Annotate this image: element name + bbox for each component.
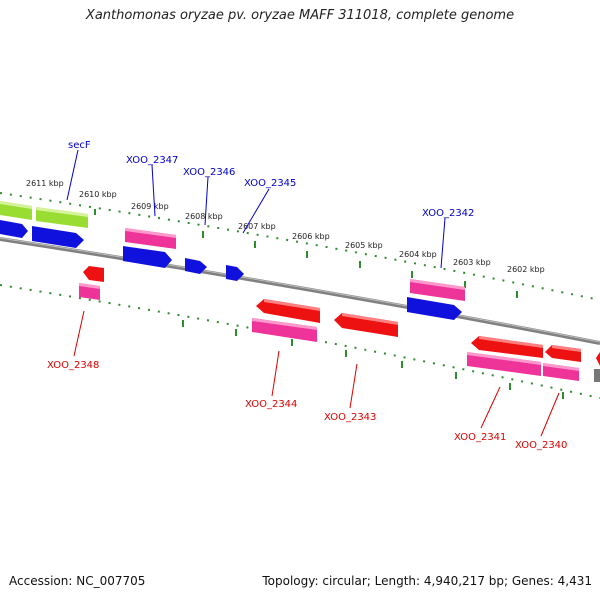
scale-label: 2606 kbp: [292, 232, 330, 241]
gene-blue-b: [32, 226, 84, 248]
genome-backbone-highlight: [0, 237, 600, 343]
gene-blue-left: [0, 220, 28, 238]
lower-major-ticks: [182, 320, 564, 399]
gene-xoo-2344-red: [256, 299, 320, 323]
gene-label-xoo-2343: XOO_2343: [324, 412, 376, 423]
upper-major-ticks: [94, 209, 518, 298]
gene-label-xoo-2342: XOO_2342: [422, 208, 474, 219]
scale-label: 2602 kbp: [507, 265, 545, 274]
forward-leaders: [66, 149, 446, 269]
forward-genes: [0, 201, 465, 320]
upper-tick-track: [0, 192, 600, 301]
gene-label-xoo-2348: XOO_2348: [47, 360, 99, 371]
gene-label-xoo-2346: XOO_2346: [183, 167, 235, 178]
gene-xoo-2346: [185, 258, 207, 274]
gene-xoo-2341-red: [471, 336, 543, 358]
reverse-leaders: [73, 310, 560, 437]
accession-label: Accession: NC_007705: [9, 574, 146, 588]
genome-summary: Topology: circular; Length: 4,940,217 bp…: [262, 574, 592, 588]
gene-xoo-2343: [334, 313, 398, 337]
forward-gene-labels: secF XOO_2347 XOO_2346 XOO_2345 XOO_2342: [68, 140, 474, 219]
gene-xoo-2344-magenta: [252, 318, 317, 342]
scale-label: 2610 kbp: [79, 190, 117, 199]
gene-label-xoo-2344: XOO_2344: [245, 399, 297, 410]
scale-label: 2611 kbp: [26, 179, 64, 188]
gene-xoo-2345: [226, 265, 244, 281]
genome-backbone: [0, 237, 600, 345]
scale-labels: 2611 kbp 2610 kbp 2609 kbp 2608 kbp 2607…: [26, 179, 545, 274]
gene-xoo-2341-magenta: [467, 352, 541, 376]
gene-label-xoo-2340: XOO_2340: [515, 440, 567, 451]
scale-label: 2607 kbp: [238, 222, 276, 231]
scale-label: 2603 kbp: [453, 258, 491, 267]
reverse-gene-labels: XOO_2348 XOO_2344 XOO_2343 XOO_2341 XOO_…: [47, 360, 567, 451]
gene-xoo-2347-blue: [123, 246, 172, 268]
scale-label: 2604 kbp: [399, 250, 437, 259]
reverse-genes: [79, 266, 600, 382]
gene-xoo-2342-blue: [407, 297, 462, 320]
scale-label: 2605 kbp: [345, 241, 383, 250]
scale-label: 2608 kbp: [185, 212, 223, 221]
map-title: Xanthomonas oryzae pv. oryzae MAFF 31101…: [85, 8, 515, 23]
gene-label-secf: secF: [68, 140, 91, 151]
gene-xoo-2348-red: [83, 266, 104, 282]
gene-label-xoo-2345: XOO_2345: [244, 178, 296, 189]
gene-label-xoo-2341: XOO_2341: [454, 432, 506, 443]
gene-xoo-2342-magenta: [410, 279, 465, 301]
gene-label-xoo-2347: XOO_2347: [126, 155, 178, 166]
scale-label: 2609 kbp: [131, 202, 169, 211]
gene-edge-grey: [594, 369, 600, 382]
gene-edge-red: [596, 352, 600, 366]
